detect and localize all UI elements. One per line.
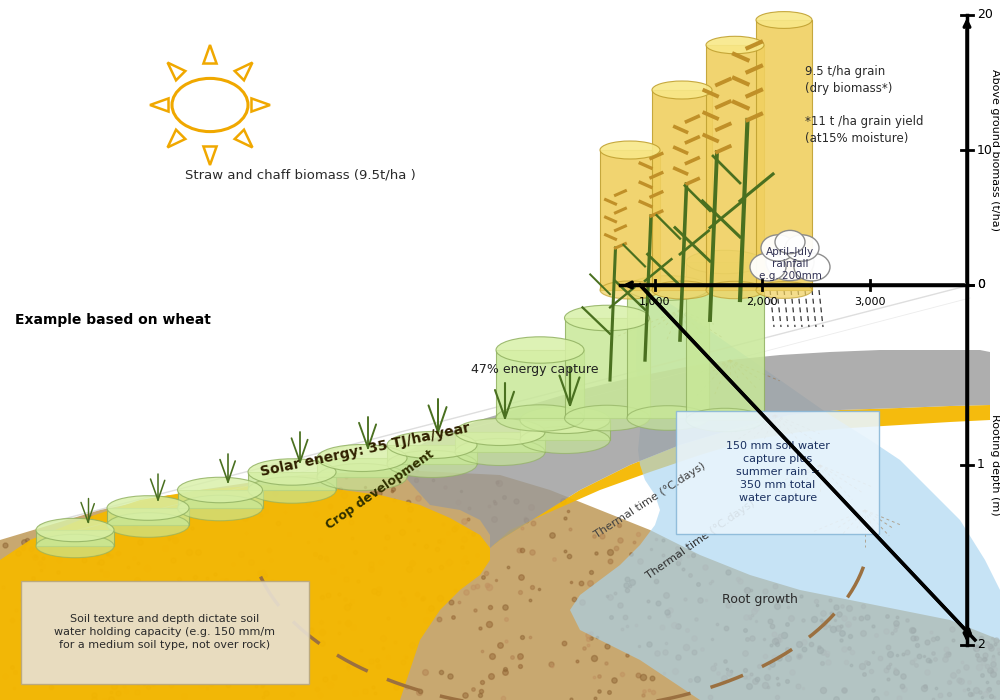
Text: Thermal time (°C.days): Thermal time (°C.days) [644,498,756,582]
Ellipse shape [706,36,764,54]
Bar [248,472,336,490]
Text: 2,000: 2,000 [746,297,778,307]
Polygon shape [390,350,990,548]
Bar [317,458,407,477]
Text: April–July
rainfall
e.g. 200mm: April–July rainfall e.g. 200mm [759,246,821,281]
Ellipse shape [706,281,764,299]
Ellipse shape [652,281,712,299]
Polygon shape [0,470,1000,700]
Ellipse shape [387,451,477,477]
Bar [686,262,764,420]
Ellipse shape [600,281,660,299]
Bar [600,150,660,290]
Ellipse shape [107,512,189,538]
Polygon shape [0,485,490,700]
Bar [36,530,114,546]
Ellipse shape [520,426,610,454]
Text: 3,000: 3,000 [854,297,886,307]
Text: 0: 0 [977,279,985,291]
FancyBboxPatch shape [21,581,309,684]
Bar [520,420,610,440]
Bar [107,508,189,525]
Text: Root growth: Root growth [722,594,798,606]
Bar [756,20,812,290]
Ellipse shape [652,81,712,99]
FancyBboxPatch shape [676,411,879,534]
Ellipse shape [178,496,262,521]
Bar [455,432,545,452]
Ellipse shape [178,477,262,503]
Ellipse shape [761,234,795,261]
Bar [627,288,709,418]
Ellipse shape [317,463,407,491]
Ellipse shape [750,253,786,281]
Bar [496,350,584,418]
Text: 0: 0 [977,279,985,291]
Ellipse shape [756,281,812,298]
Text: Soil texture and depth dictate soil
water holding capacity (e.g. 150 mm/m
for a : Soil texture and depth dictate soil wate… [54,614,276,650]
Ellipse shape [317,444,407,472]
Text: 1: 1 [977,458,985,472]
Text: 2: 2 [977,638,985,652]
Text: 10: 10 [977,144,993,157]
Ellipse shape [248,458,336,485]
Text: 1,000: 1,000 [639,297,671,307]
Ellipse shape [564,405,650,430]
Ellipse shape [387,431,477,458]
Text: 9.5 t/ha grain
(dry biomass*): 9.5 t/ha grain (dry biomass*) [805,65,892,95]
Text: 20: 20 [977,8,993,22]
Ellipse shape [36,518,114,542]
Ellipse shape [775,230,805,253]
Ellipse shape [785,234,819,261]
Text: Straw and chaff biomass (9.5t/ha ): Straw and chaff biomass (9.5t/ha ) [185,169,415,181]
Ellipse shape [686,408,764,432]
Text: Rooting depth (m): Rooting depth (m) [990,414,1000,516]
Ellipse shape [794,253,830,281]
Text: Example based on wheat: Example based on wheat [15,313,211,327]
Ellipse shape [248,477,336,503]
Bar [706,45,764,290]
Text: Thermal time (°C.days): Thermal time (°C.days) [593,461,707,540]
Bar [387,445,477,464]
Ellipse shape [455,438,545,466]
Ellipse shape [496,405,584,431]
Ellipse shape [766,244,814,281]
Text: *11 t /ha grain yield
(at15% moisture): *11 t /ha grain yield (at15% moisture) [805,115,924,145]
Ellipse shape [756,12,812,29]
Ellipse shape [36,534,114,558]
Bar [178,490,262,508]
Ellipse shape [455,419,545,445]
Text: Solar energy: 35 TJ/ha/year: Solar energy: 35 TJ/ha/year [259,421,471,479]
Ellipse shape [600,141,660,159]
Polygon shape [420,405,990,548]
Bar [652,90,712,290]
Text: Crop development: Crop development [324,448,436,532]
Ellipse shape [627,406,709,430]
Ellipse shape [520,407,610,433]
Text: 150 mm soil water
capture plus
summer rain =
350 mm total
water capture: 150 mm soil water capture plus summer ra… [726,440,830,503]
Ellipse shape [627,276,709,300]
Ellipse shape [496,337,584,363]
Ellipse shape [686,251,764,274]
Text: 47% energy capture: 47% energy capture [471,363,599,377]
Polygon shape [570,285,1000,700]
Ellipse shape [107,496,189,520]
Ellipse shape [564,305,650,331]
Text: Above ground biomass (t/ha): Above ground biomass (t/ha) [990,69,1000,231]
Bar [564,318,650,418]
